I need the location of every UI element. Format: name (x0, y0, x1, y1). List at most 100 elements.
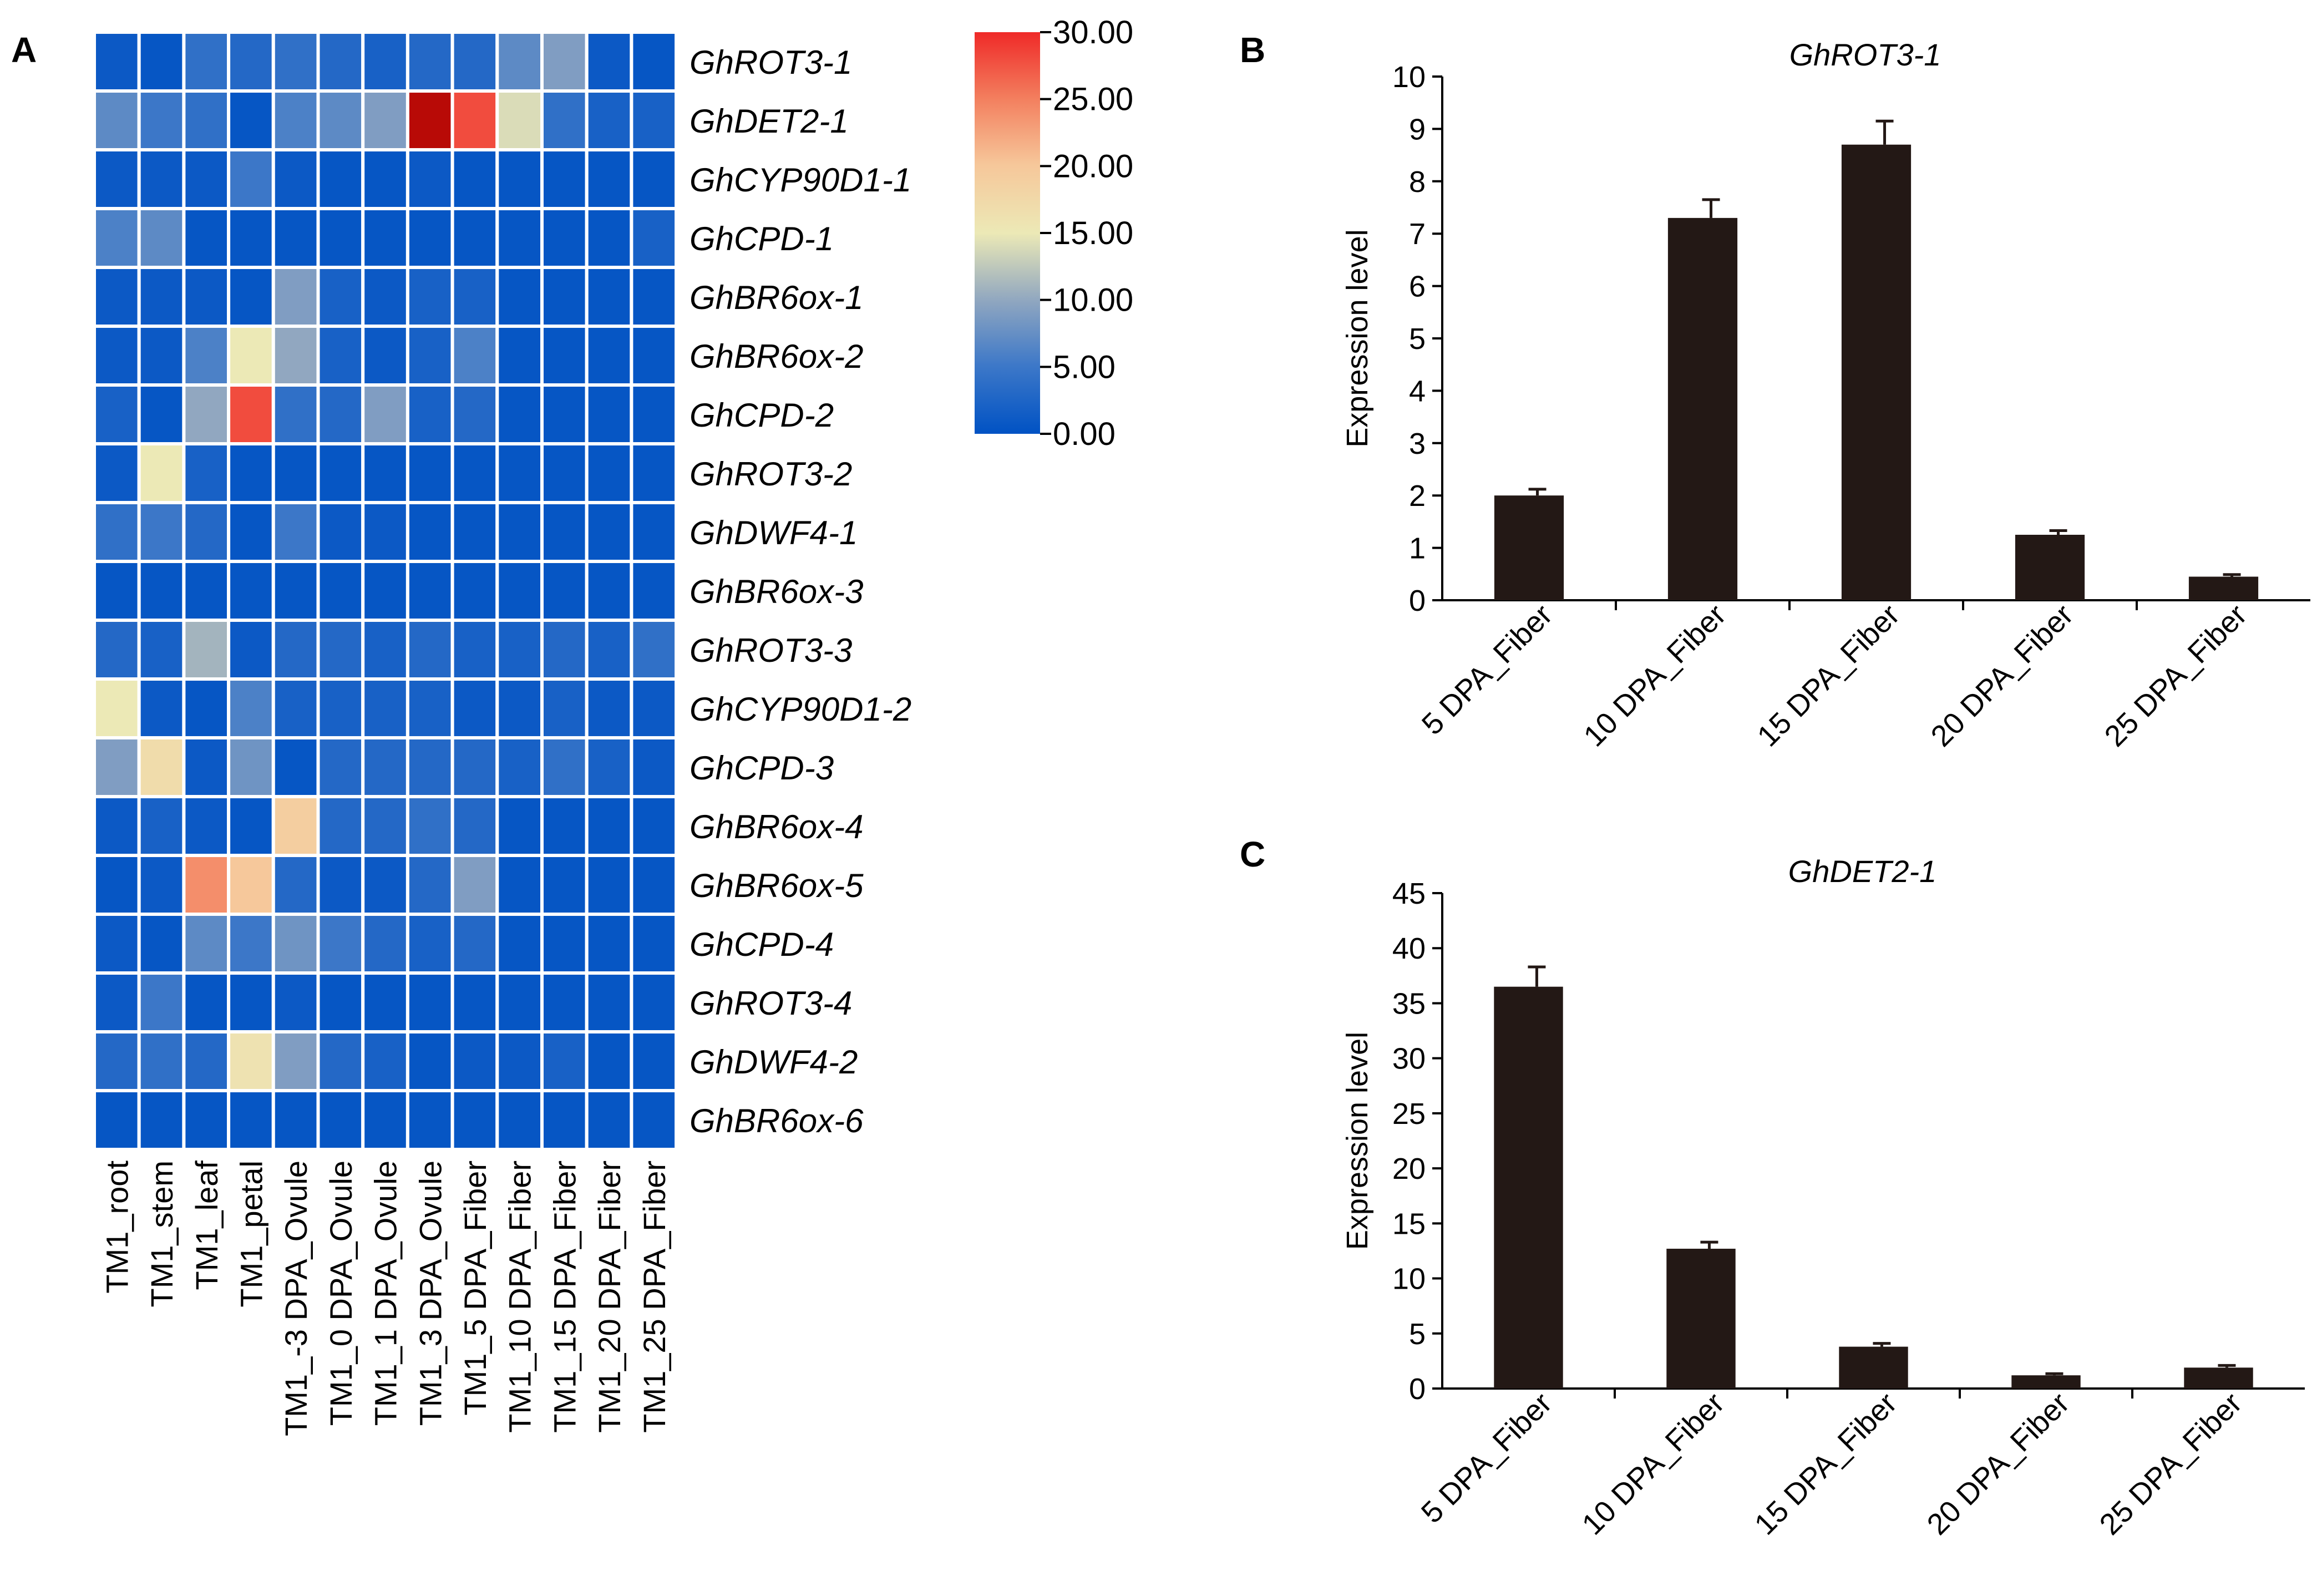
heatmap-cell-ghrot3-1-tm1-25-dpa-fiber (630, 31, 678, 93)
heatmap-cell-ghrot3-1-tm1-stem (137, 31, 186, 93)
row-label-ghdwf4-1: GhDWF4-1 (689, 514, 858, 551)
heatmap-cell-ghdet2-1-tm1-3-dpa-ovule (271, 89, 320, 151)
y-tick-label: 1 (1409, 532, 1426, 565)
heatmap-cell-ghbr6ox-4-tm1-15-dpa-fiber (540, 795, 589, 857)
column-label-tm1-15-dpa-fiber: TM1_15 DPA_Fiber (547, 1161, 582, 1433)
heatmap-cell-ghbr6ox-4-tm1-0-dpa-ovule (316, 795, 365, 857)
heatmap-cell-ghbr6ox-4-tm1-3-dpa-ovule (405, 795, 454, 857)
colorbar-tick-label: 10.00 (1053, 282, 1133, 318)
colorbar-gradient (975, 32, 1040, 434)
heatmap-cell-ghbr6ox-6-tm1-petal (227, 1089, 275, 1151)
row-label-ghcyp90d1-2: GhCYP90D1-2 (689, 691, 911, 728)
bar-25-dpa-fiber (2188, 576, 2259, 600)
panel-letter-b: B (1240, 30, 1265, 70)
row-label-ghcpd-4: GhCPD-4 (689, 926, 834, 963)
colorbar-tick-label: 5.00 (1053, 349, 1116, 385)
heatmap-cell-ghdwf4-2-tm1-leaf (182, 1030, 231, 1092)
heatmap-cell-ghrot3-1-tm1-1-dpa-ovule (361, 31, 409, 93)
column-label-tm1-5-dpa-fiber: TM1_5 DPA_Fiber (458, 1161, 493, 1416)
heatmap-cell-ghcyp90d1-2-tm1-10-dpa-fiber (495, 677, 544, 739)
heatmap-column-labels: TM1_root TM1_stem TM1_leaf TM1_petal TM1_-3 … (99, 1161, 671, 1436)
heatmap-cell-ghbr6ox-3-tm1-5-dpa-fiber (450, 560, 499, 622)
heatmap-cell-ghdwf4-1-tm1-stem (137, 501, 186, 563)
x-tick-label-20-dpa-fiber: 20 DPA_Fiber (1925, 598, 2080, 753)
heatmap-cell-ghdwf4-1-tm1-3-dpa-ovule (271, 501, 320, 563)
heatmap-cell-ghcpd-3-tm1-stem (137, 736, 186, 798)
heatmap-cell-ghrot3-1-tm1-petal (227, 31, 275, 93)
bar-10-dpa-fiber (1667, 217, 1738, 600)
heatmap-cell-ghrot3-3-tm1-root (93, 619, 141, 681)
column-label-tm1-petal: TM1_petal (234, 1161, 268, 1308)
heatmap-cell-ghbr6ox-1-tm1-stem (137, 266, 186, 328)
bar-chart-ghdet2-1: GhDET2-1 0 5 10 15 20 25 30 35 40 45 Expression lev… (1341, 854, 2305, 1541)
heatmap-cell-ghbr6ox-1-tm1-5-dpa-fiber (450, 266, 499, 328)
heatmap-cell-ghrot3-2-tm1-leaf (182, 442, 231, 504)
heatmap-cell-ghcpd-2-tm1-3-dpa-ovule (271, 383, 320, 445)
bar-15-dpa-fiber (1839, 1346, 1908, 1389)
heatmap-cell-ghrot3-4-tm1-5-dpa-fiber (450, 971, 499, 1033)
heatmap-cell-ghrot3-4-tm1-15-dpa-fiber (540, 971, 589, 1033)
colorbar-ticks: 30.00 25.00 20.00 15.00 10.00 5.00 0.00 (1040, 14, 1133, 452)
heatmap-cell-ghrot3-4-tm1-petal (227, 971, 275, 1033)
row-label-ghrot3-1: GhROT3-1 (689, 44, 852, 81)
heatmap-cell-ghbr6ox-5-tm1-15-dpa-fiber (540, 854, 589, 916)
heatmap-cell-ghdwf4-2-tm1-0-dpa-ovule (316, 1030, 365, 1092)
row-label-ghrot3-2: GhROT3-2 (689, 455, 852, 493)
heatmap-cell-ghcpd-2-tm1-5-dpa-fiber (450, 383, 499, 445)
heatmap-cell-ghbr6ox-6-tm1-3-dpa-ovule (405, 1089, 454, 1151)
heatmap-cell-ghrot3-1-tm1-0-dpa-ovule (316, 31, 365, 93)
heatmap-cell-ghbr6ox-3-tm1-10-dpa-fiber (495, 560, 544, 622)
heatmap-cell-ghbr6ox-5-tm1-3-dpa-ovule (405, 854, 454, 916)
bar-20-dpa-fiber (2015, 535, 2085, 600)
heatmap-cell-ghdwf4-1-tm1-root (93, 501, 141, 563)
heatmap-cell-ghbr6ox-6-tm1-0-dpa-ovule (316, 1089, 365, 1151)
heatmap-cell-ghrot3-4-tm1-3-dpa-ovule (271, 971, 320, 1033)
heatmap-cell-ghcyp90d1-2-tm1-3-dpa-ovule (405, 677, 454, 739)
heatmap-cell-ghdwf4-2-tm1-3-dpa-ovule (271, 1030, 320, 1092)
heatmap-cell-ghcyp90d1-2-tm1-1-dpa-ovule (361, 677, 409, 739)
heatmap-cell-ghbr6ox-3-tm1-leaf (182, 560, 231, 622)
column-label-tm1-10-dpa-fiber: TM1_10 DPA_Fiber (503, 1161, 538, 1433)
heatmap-cell-ghrot3-1-tm1-3-dpa-ovule (405, 31, 454, 93)
heatmap-cell-ghbr6ox-3-tm1-3-dpa-ovule (271, 560, 320, 622)
column-label-tm1-25-dpa-fiber: TM1_25 DPA_Fiber (637, 1161, 672, 1433)
heatmap-cell-ghbr6ox-2-tm1-5-dpa-fiber (450, 325, 499, 387)
heatmap-cell-ghdet2-1-tm1-root (93, 89, 141, 151)
bar-15-dpa-fiber (1841, 144, 1912, 601)
heatmap-cell-ghbr6ox-5-tm1-stem (137, 854, 186, 916)
heatmap-cell-ghbr6ox-2-tm1-3-dpa-ovule (405, 325, 454, 387)
heatmap-cell-ghbr6ox-5-tm1-root (93, 854, 141, 916)
heatmap-cell-ghbr6ox-2-tm1-20-dpa-fiber (585, 325, 633, 387)
heatmap-cell-ghbr6ox-4-tm1-3-dpa-ovule (271, 795, 320, 857)
column-label-tm1-root: TM1_root (99, 1161, 134, 1294)
heatmap-cell-ghcyp90d1-1-tm1-20-dpa-fiber (585, 148, 633, 210)
heatmap-cell-ghdwf4-1-tm1-25-dpa-fiber (630, 501, 678, 563)
y-tick-label: 4 (1409, 374, 1426, 408)
heatmap-cell-ghrot3-4-tm1-25-dpa-fiber (630, 971, 678, 1033)
column-label-tm1-3-dpa-ovule: TM1_3 DPA_Ovule (413, 1161, 448, 1426)
heatmap-cell-ghrot3-2-tm1-20-dpa-fiber (585, 442, 633, 504)
heatmap-cell-ghbr6ox-5-tm1-petal (227, 854, 275, 916)
heatmap-cell-ghdet2-1-tm1-15-dpa-fiber (540, 89, 589, 151)
x-tick-label-15-dpa-fiber: 15 DPA_Fiber (1751, 598, 1906, 753)
row-label-ghcpd-3: GhCPD-3 (689, 749, 834, 787)
heatmap-cell-ghdet2-1-tm1-stem (137, 89, 186, 151)
y-tick-label: 5 (1409, 322, 1426, 356)
heatmap-cell-ghdet2-1-tm1-10-dpa-fiber (495, 89, 544, 151)
heatmap-cell-ghbr6ox-2-tm1-petal (227, 325, 275, 387)
heatmap-cell-ghcpd-3-tm1-5-dpa-fiber (450, 736, 499, 798)
heatmap-cell-ghdet2-1-tm1-25-dpa-fiber (630, 89, 678, 151)
heatmap-cell-ghbr6ox-4-tm1-stem (137, 795, 186, 857)
heatmap-cell-ghbr6ox-5-tm1-5-dpa-fiber (450, 854, 499, 916)
heatmap-cell-ghrot3-2-tm1-stem (137, 442, 186, 504)
heatmap-cell-ghcpd-4-tm1-5-dpa-fiber (450, 913, 499, 975)
colorbar-tick-label: 0.00 (1053, 416, 1116, 452)
heatmap-cell-ghbr6ox-6-tm1-15-dpa-fiber (540, 1089, 589, 1151)
x-tick-label-15-dpa-fiber: 15 DPA_Fiber (1748, 1386, 1903, 1541)
heatmap-cell-ghdet2-1-tm1-20-dpa-fiber (585, 89, 633, 151)
heatmap-cell-ghdet2-1-tm1-0-dpa-ovule (316, 89, 365, 151)
heatmap-cell-ghbr6ox-4-tm1-5-dpa-fiber (450, 795, 499, 857)
heatmap-cell-ghcpd-3-tm1-root (93, 736, 141, 798)
heatmap-cell-ghcyp90d1-1-tm1-15-dpa-fiber (540, 148, 589, 210)
chart-title: GhDET2-1 (1788, 854, 1937, 889)
